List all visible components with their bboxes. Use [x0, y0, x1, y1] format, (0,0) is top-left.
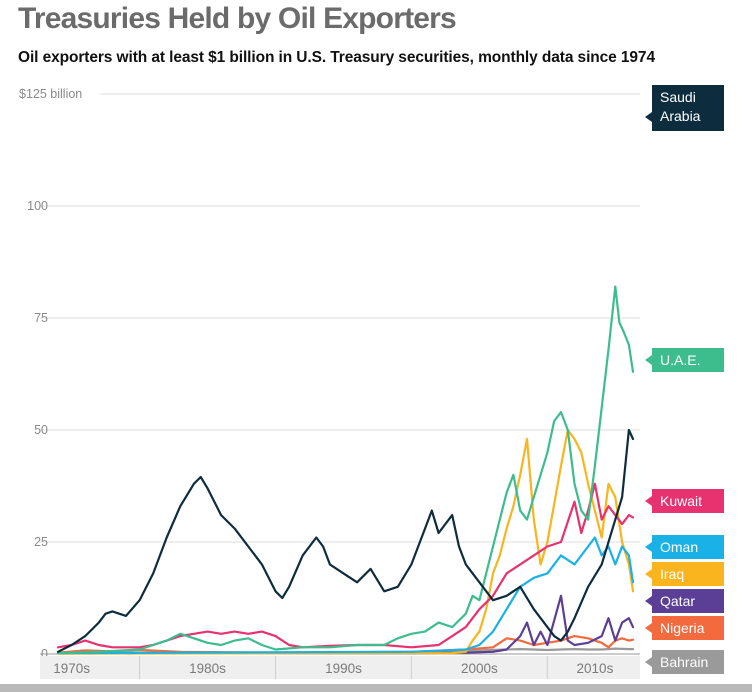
x-tick-label: 1980s: [189, 661, 226, 676]
y-tick-label: 75: [34, 311, 48, 325]
series-label-text: Arabia: [660, 108, 701, 124]
series-label-iraq: Iraq: [645, 562, 724, 586]
series-label-text: Nigeria: [660, 620, 705, 636]
series-line-kuwait: [56, 482, 635, 649]
chart-title: Treasuries Held by Oil Exporters: [18, 2, 457, 35]
series-label-oman: Oman: [645, 535, 724, 559]
y-tick-label: 100: [27, 199, 48, 213]
series-label-text: Saudi: [660, 89, 696, 105]
footer-bar: [0, 684, 752, 692]
series-label-text: Bahrain: [660, 654, 708, 670]
y-tick-label: $125 billion: [19, 87, 82, 101]
y-tick-label: 50: [34, 423, 48, 437]
series-label-text: Kuwait: [660, 493, 702, 509]
series-label-text: U.A.E.: [660, 352, 700, 368]
x-tick-label: 2000s: [461, 661, 498, 676]
series-label-qatar: Qatar: [645, 589, 724, 613]
series-line-saudi-arabia: [56, 428, 635, 653]
series-label-kuwait: Kuwait: [645, 489, 724, 513]
series-label-u-a-e: U.A.E.: [645, 348, 724, 372]
chart-subtitle: Oil exporters with at least $1 billion i…: [18, 49, 655, 66]
series-line-oman: [56, 536, 635, 655]
series-label-nigeria: Nigeria: [645, 616, 724, 640]
y-tick-label: 25: [34, 535, 48, 549]
series-line-nigeria: [56, 635, 635, 654]
series-label-text: Iraq: [660, 566, 684, 582]
series-label-saudi-arabia: Saudi Arabia: [645, 85, 724, 131]
series-label-text: Qatar: [660, 593, 695, 609]
x-tick-label: 2010s: [577, 661, 614, 676]
y-tick-label: 0: [41, 647, 48, 661]
x-tick-label: 1990s: [325, 661, 362, 676]
x-tick-label: 1970s: [53, 661, 90, 676]
series-label-text: Oman: [660, 539, 698, 555]
series-line-u-a-e: [56, 285, 635, 655]
series-line-qatar: [56, 594, 635, 655]
series-line-iraq: [56, 428, 635, 655]
x-axis-band: [40, 656, 640, 679]
series-label-bahrain: Bahrain: [645, 650, 724, 674]
